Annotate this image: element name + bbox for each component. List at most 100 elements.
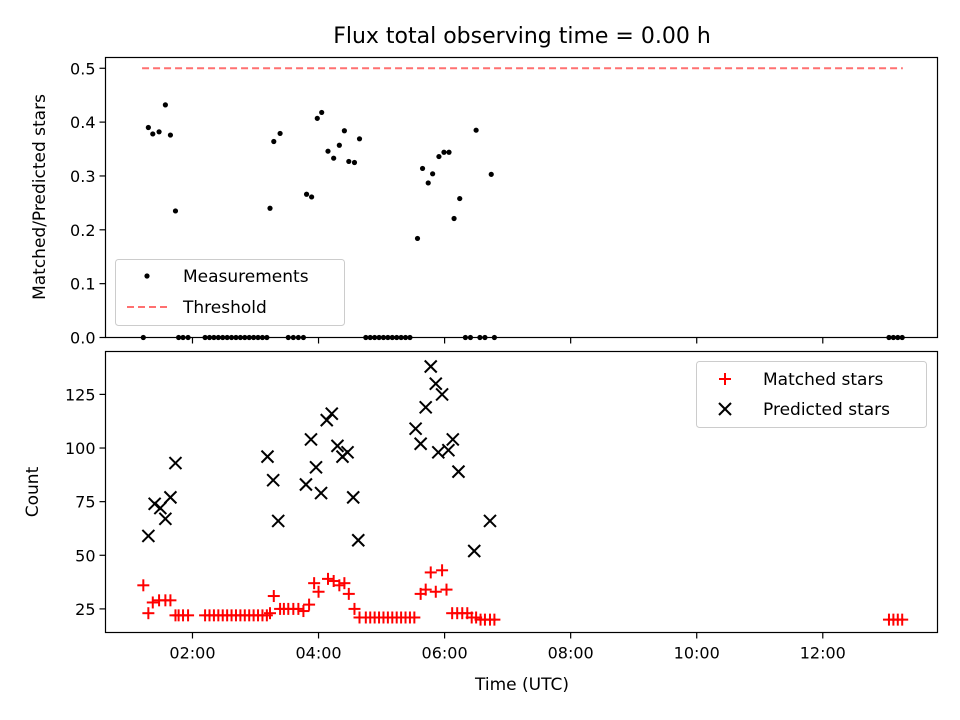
predicted-stars-point	[304, 432, 318, 447]
bottom-y-ticks: 25 50 75 100 125	[65, 385, 106, 619]
measurement-point	[414, 235, 421, 242]
measurement-point	[267, 205, 273, 211]
x-tick-label: 02:00	[169, 644, 215, 663]
matched-stars-point	[164, 594, 177, 607]
measurement-point	[162, 102, 168, 108]
predicted-stars-point	[424, 359, 438, 374]
bottom-plot-area	[137, 359, 909, 626]
matched-stars-point	[440, 583, 453, 596]
predicted-stars-point	[413, 437, 428, 451]
top-y-tick-label: 0.4	[70, 113, 95, 132]
measurement-point	[341, 128, 347, 134]
legend-matched-marker	[719, 373, 731, 385]
legend-matched-label: Matched stars	[763, 370, 883, 390]
measurement-point	[264, 334, 270, 341]
matched-stars-point	[182, 609, 195, 622]
top-y-tick-label: 0.5	[70, 59, 95, 78]
measurement-point	[309, 194, 315, 200]
bottom-y-tick-label: 75	[75, 493, 95, 512]
measurement-point	[246, 334, 252, 341]
measurement-point	[300, 334, 307, 341]
measurement-point	[314, 115, 320, 121]
matched-stars-point	[312, 585, 325, 598]
measurement-point	[367, 334, 373, 341]
measurement-point	[491, 334, 497, 341]
predicted-stars-point	[340, 445, 355, 460]
measurement-point	[202, 334, 208, 341]
measurement-point	[372, 334, 378, 341]
x-tick-label: 06:00	[422, 644, 468, 663]
measurement-point	[295, 334, 301, 341]
measurement-point	[441, 149, 447, 155]
matched-stars-point	[267, 590, 280, 603]
measurement-point	[331, 155, 337, 161]
measurement-point	[462, 334, 469, 341]
matched-stars-point	[146, 596, 159, 609]
measurement-point	[180, 334, 186, 341]
predicted-stars-point	[431, 445, 446, 460]
matched-stars-point	[338, 577, 351, 590]
measurement-point	[220, 334, 226, 341]
predicted-stars-point	[483, 514, 497, 528]
bottom-y-tick-label: 125	[65, 385, 96, 404]
predicted-stars-point	[266, 473, 280, 487]
measurement-point	[228, 334, 235, 341]
matched-stars-point	[308, 577, 321, 590]
predicted-stars-point	[330, 439, 345, 453]
top-y-tick-label: 0.3	[70, 167, 95, 186]
bottom-y-tick-label: 25	[75, 600, 95, 619]
top-y-ticks: 0.0 0.1 0.2 0.3 0.4 0.5	[70, 59, 106, 348]
predicted-stars-point	[260, 449, 275, 464]
measurement-point	[363, 334, 369, 341]
predicted-stars-point	[435, 387, 449, 402]
predicted-stars-point	[346, 490, 360, 505]
measurement-point	[451, 215, 457, 222]
measurement-point	[482, 334, 488, 341]
measurement-point	[886, 334, 892, 341]
predicted-stars-point	[441, 443, 456, 457]
measurement-point	[303, 191, 310, 197]
matched-stars-point	[429, 585, 442, 598]
predicted-stars-point	[299, 477, 313, 492]
bottom-panel: 25 50 75 100 125 02:00 04:00 06:00 08:00 10:00 12…	[23, 350, 939, 695]
top-y-tick-label: 0.1	[70, 275, 95, 294]
measurement-point	[890, 334, 896, 341]
measurement-point	[172, 208, 179, 214]
predicted-stars-point	[309, 460, 323, 475]
measurement-point	[336, 142, 342, 148]
top-legend: Measurements Threshold	[115, 259, 345, 326]
measurement-point	[255, 334, 261, 341]
matched-stars-point	[303, 598, 316, 611]
measurement-point	[899, 334, 905, 341]
matched-stars-point	[424, 566, 437, 579]
predicted-stars-point	[467, 544, 481, 558]
measurement-point	[351, 159, 358, 166]
matched-stars-point	[488, 613, 501, 626]
predicted-stars-point	[141, 529, 156, 543]
bottom-y-tick-label: 100	[65, 439, 96, 458]
measurement-point	[251, 334, 257, 341]
measurement-point	[895, 334, 901, 341]
matched-stars-point	[436, 564, 449, 577]
legend-predicted-label: Predicted stars	[763, 400, 890, 420]
measurement-point	[457, 195, 463, 202]
measurement-point	[259, 334, 266, 341]
matched-stars-point	[896, 613, 909, 626]
bottom-x-ticks: 02:00 04:00 06:00 08:00 10:00 12:00	[169, 632, 846, 663]
measurement-point	[473, 127, 479, 133]
legend-measurements-marker	[144, 273, 150, 279]
measurement-point	[419, 165, 426, 172]
bottom-y-tick-label: 50	[75, 546, 95, 565]
measurement-point	[398, 334, 404, 341]
predicted-stars-point	[446, 432, 460, 447]
measurement-point	[325, 148, 331, 154]
measurement-point	[385, 334, 391, 341]
measurement-point	[176, 334, 182, 341]
measurement-point	[346, 158, 352, 165]
predicted-stars-point	[429, 376, 443, 391]
measurement-point	[290, 334, 296, 341]
predicted-stars-point	[451, 464, 466, 479]
measurement-point	[185, 334, 191, 341]
x-tick-label: 10:00	[674, 644, 720, 663]
